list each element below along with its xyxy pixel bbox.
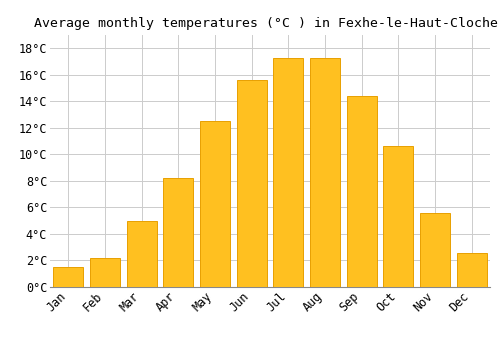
Bar: [346, 96, 376, 287]
Bar: [200, 121, 230, 287]
Bar: [420, 213, 450, 287]
Bar: [384, 146, 414, 287]
Bar: [456, 252, 486, 287]
Title: Average monthly temperatures (°C ) in Fexhe-le-Haut-Clocher: Average monthly temperatures (°C ) in Fe…: [34, 17, 500, 30]
Bar: [126, 221, 156, 287]
Bar: [90, 258, 120, 287]
Bar: [310, 57, 340, 287]
Bar: [274, 57, 304, 287]
Bar: [164, 178, 194, 287]
Bar: [54, 267, 84, 287]
Bar: [236, 80, 266, 287]
